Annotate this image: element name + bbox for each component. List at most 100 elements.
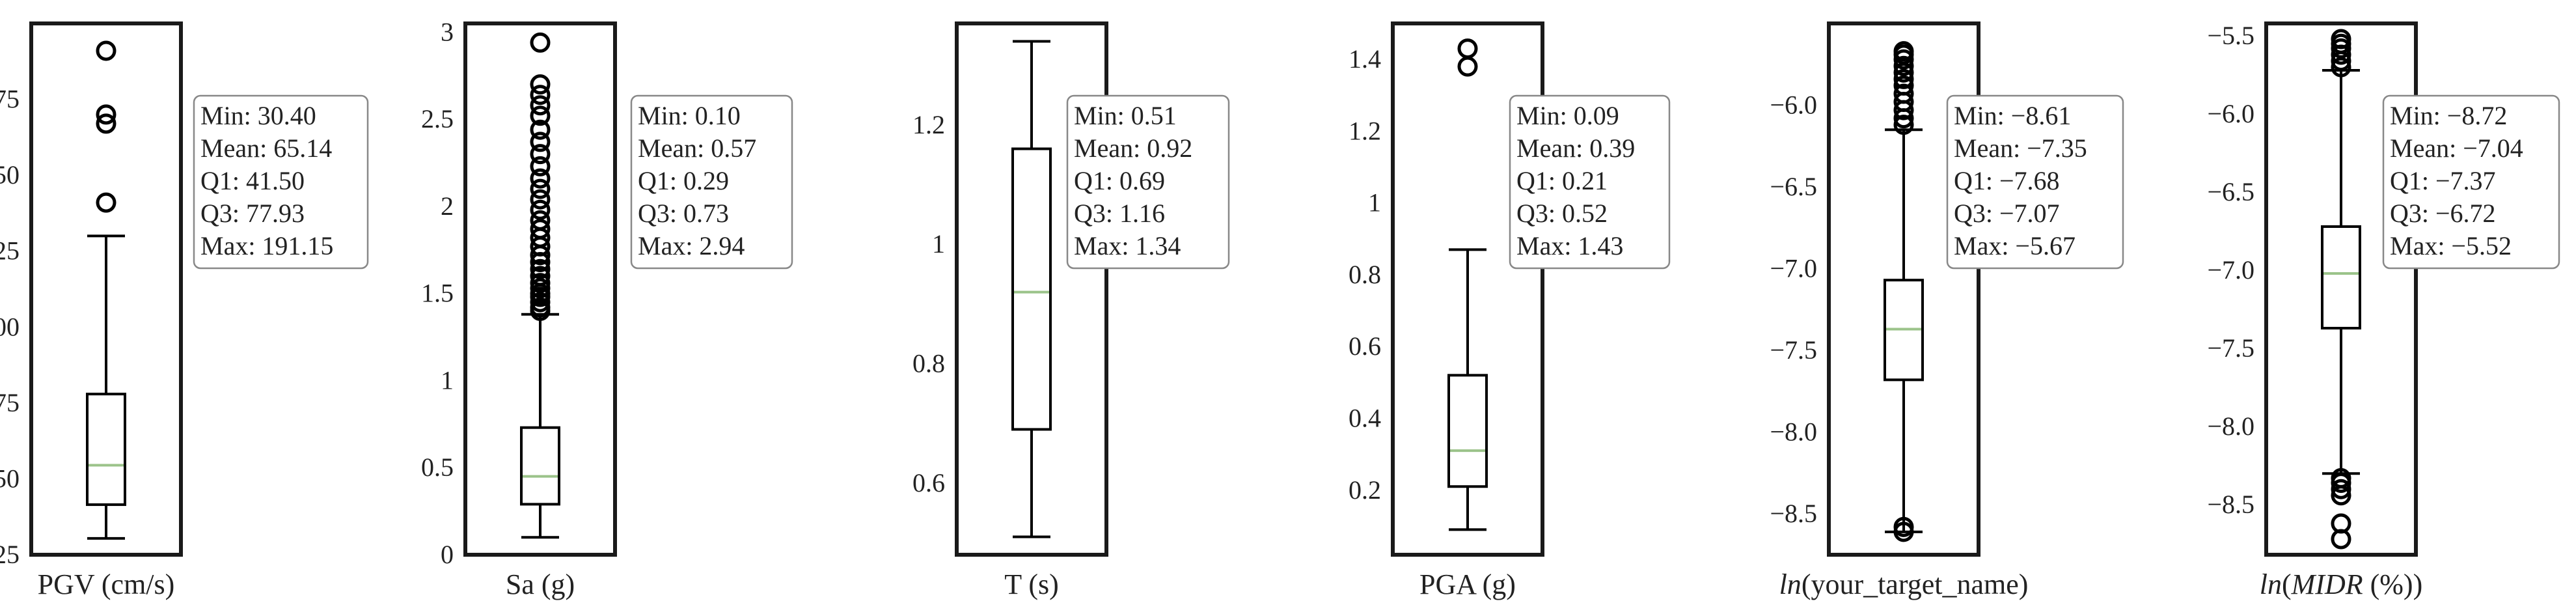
outlier-point xyxy=(1893,75,1914,96)
stat-q3: Q3: 0.52 xyxy=(1516,199,1608,228)
y-tick-label: 2 xyxy=(441,191,454,221)
panel-1: 25 50 75 100 125 150 175 PGV (cm/s) Min: 30.40 Me… xyxy=(0,21,369,600)
y-tick-label: −5.5 xyxy=(2207,21,2254,50)
outlier-point xyxy=(1893,115,1914,135)
y-tick-label: 0.5 xyxy=(421,453,454,482)
stats-box xyxy=(193,94,369,270)
y-tick-label: −8.5 xyxy=(2207,490,2254,519)
stat-q1: Q1: −7.68 xyxy=(1954,166,2060,195)
x-axis-label-prefix: ln xyxy=(2260,568,2282,600)
panel-5: −8.5 −8.0 −7.5 −7.0 −6.5 −6.0 ln(your_target_n… xyxy=(1770,21,2124,600)
panel-3: 0.6 0.8 1 1.2 T (s) Min: 0.51 Mean: 0.92 Q1: 0.… xyxy=(912,21,1230,600)
stat-min: Min: −8.72 xyxy=(2390,101,2507,130)
y-tick-label: 1.2 xyxy=(1349,116,1381,145)
stat-q3: Q3: −7.07 xyxy=(1954,199,2060,228)
outlier-point xyxy=(530,210,551,230)
stat-max: Max: 1.34 xyxy=(1074,231,1181,260)
x-axis-label-prefix: ln xyxy=(1779,568,1802,600)
stat-max: Max: −5.52 xyxy=(2390,231,2512,260)
axes-frame xyxy=(1391,21,1544,557)
stat-max: Max: 1.43 xyxy=(1516,231,1623,260)
axes-frame xyxy=(29,21,183,557)
x-axis-label: T (s) xyxy=(1004,568,1059,600)
y-tick-label: 50 xyxy=(0,464,20,493)
x-axis-label: Sa (g) xyxy=(506,568,575,600)
y-tick-label: 0.6 xyxy=(912,468,945,497)
stat-mean: Mean: 0.92 xyxy=(1074,133,1192,163)
y-tick-label: −7.5 xyxy=(2207,333,2254,363)
stat-mean: Mean: −7.04 xyxy=(2390,133,2523,163)
y-tick-label: 125 xyxy=(0,236,20,266)
outlier-point xyxy=(1457,38,1478,59)
box xyxy=(2321,225,2361,329)
y-tick-label: −6.0 xyxy=(1770,91,1817,120)
stat-q1: Q1: −7.37 xyxy=(2390,166,2496,195)
outlier-point xyxy=(1893,68,1914,89)
stats-box xyxy=(2382,94,2560,270)
stats-box xyxy=(1946,94,2124,270)
stats-box xyxy=(1509,94,1671,270)
y-tick-label: 0.8 xyxy=(1349,260,1381,289)
stat-min: Min: 0.51 xyxy=(1074,101,1177,130)
stats-box xyxy=(630,94,793,270)
y-tick-label: 0.8 xyxy=(912,349,945,378)
box xyxy=(1011,147,1052,431)
outlier-point xyxy=(1893,83,1914,104)
axes-frame xyxy=(1827,21,1980,557)
outlier-point xyxy=(2331,29,2351,49)
x-axis-label: PGV (cm/s) xyxy=(38,568,175,600)
outlier-point xyxy=(530,144,551,165)
y-tick-label: 25 xyxy=(0,540,20,569)
x-axis-label-text: MIDR xyxy=(2291,568,2363,600)
y-tick-label: 0.6 xyxy=(1349,331,1381,361)
y-tick-label: −8.5 xyxy=(1770,499,1817,528)
outlier-point xyxy=(1893,516,1914,537)
outlier-point xyxy=(96,104,116,125)
stat-q3: Q3: 77.93 xyxy=(200,199,305,228)
outlier-point xyxy=(530,199,551,220)
stat-q3: Q3: 1.16 xyxy=(1074,199,1165,228)
y-tick-label: −8.0 xyxy=(2207,412,2254,441)
x-axis-label: ln(your_target_name) xyxy=(1779,568,2029,600)
y-tick-label: −6.5 xyxy=(2207,177,2254,206)
stat-min: Min: 0.10 xyxy=(638,101,741,130)
y-tick-label: −6.0 xyxy=(2207,99,2254,128)
outlier-point xyxy=(96,40,116,61)
y-tick-label: 1.4 xyxy=(1349,44,1381,74)
outlier-point xyxy=(2331,513,2351,534)
stats-box xyxy=(1066,94,1230,270)
outlier-point xyxy=(530,178,551,199)
box xyxy=(520,426,560,506)
y-tick-label: 1.5 xyxy=(421,279,454,308)
stat-q1: Q1: 41.50 xyxy=(200,166,305,195)
y-tick-label: 150 xyxy=(0,160,20,189)
stat-q3: Q3: 0.73 xyxy=(638,199,729,228)
outlier-point xyxy=(530,266,551,286)
stat-min: Min: 30.40 xyxy=(200,101,316,130)
outlier-point xyxy=(530,258,551,279)
outlier-point xyxy=(1893,41,1914,62)
outlier-point xyxy=(530,189,551,210)
y-tick-label: 100 xyxy=(0,312,20,341)
axes-frame xyxy=(955,21,1108,557)
x-axis-label: PGA (g) xyxy=(1419,568,1516,600)
outlier-point xyxy=(530,168,551,189)
stat-min: Min: 0.09 xyxy=(1516,101,1619,130)
outlier-point xyxy=(530,74,551,95)
stat-mean: Mean: 65.14 xyxy=(200,133,332,163)
stat-mean: Mean: −7.35 xyxy=(1954,133,2087,163)
outlier-point xyxy=(530,95,551,116)
panel-6: −8.5 −8.0 −7.5 −7.0 −6.5 −6.0 −5.5 ln(MIDR (%))… xyxy=(2207,21,2560,600)
outlier-point xyxy=(530,85,551,105)
outlier-point xyxy=(96,113,116,134)
outlier-point xyxy=(96,192,116,213)
y-tick-label: 1.2 xyxy=(912,110,945,139)
y-tick-label: 1 xyxy=(932,229,945,258)
stat-mean: Mean: 0.39 xyxy=(1516,133,1635,163)
stat-q1: Q1: 0.21 xyxy=(1516,166,1608,195)
outlier-point xyxy=(530,132,551,152)
outlier-point xyxy=(1457,56,1478,77)
y-tick-label: 75 xyxy=(0,388,20,417)
panel-4: 0.2 0.4 0.6 0.8 1 1.2 1.4 PGA (g) Min: 0.09 Mean:… xyxy=(1349,21,1671,600)
